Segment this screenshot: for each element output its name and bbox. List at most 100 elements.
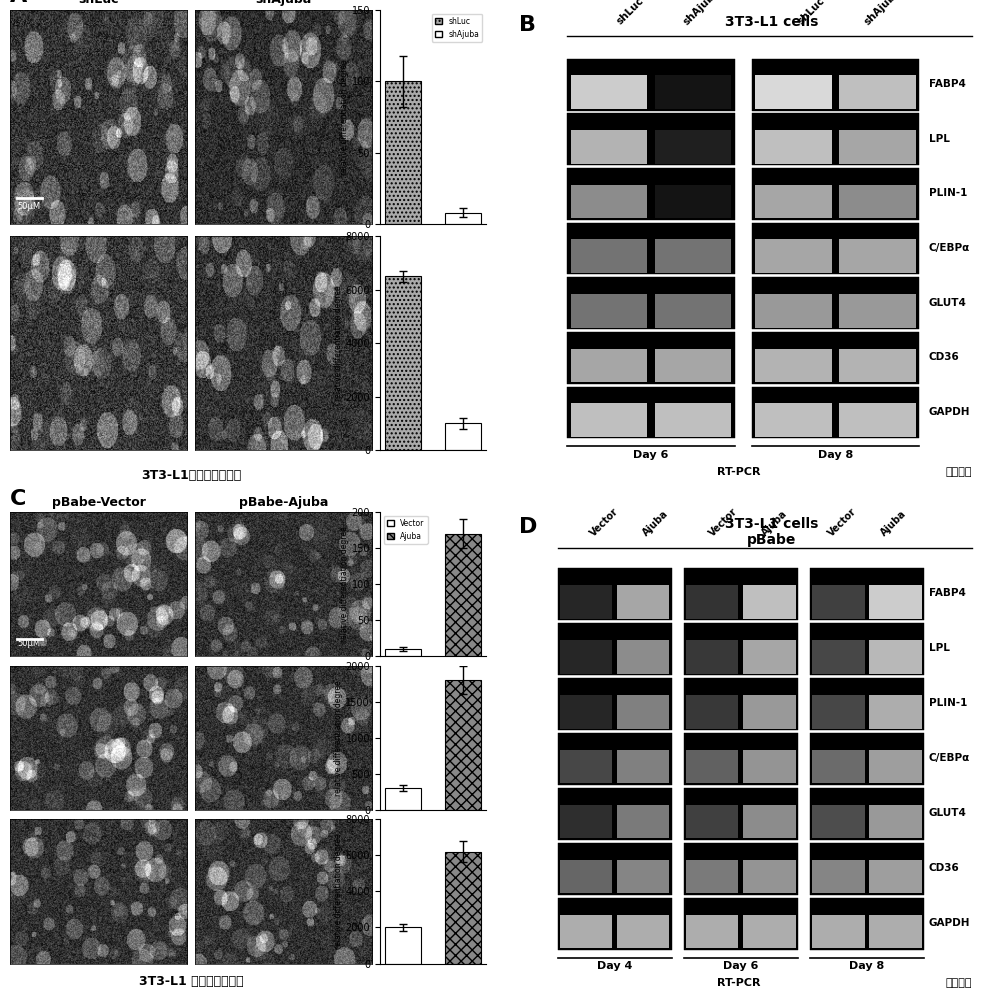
Legend: shLuc, shAjuba: shLuc, shAjuba	[431, 14, 482, 42]
Bar	[654, 349, 731, 382]
Text: Day 8: Day 8	[818, 450, 854, 460]
Text: 3T3-L1 cells: 3T3-L1 cells	[725, 15, 819, 29]
Text: FABP4: FABP4	[929, 588, 966, 598]
Bar	[618, 860, 669, 893]
Bar	[618, 750, 669, 783]
Bar	[686, 695, 738, 729]
Bar	[384, 927, 421, 964]
Bar	[558, 843, 671, 895]
Text: Vector: Vector	[707, 506, 740, 538]
Y-axis label: relative differentiation degree: relative differentiation degree	[340, 526, 349, 642]
Bar	[560, 750, 613, 783]
Bar	[752, 59, 919, 111]
Bar	[445, 852, 481, 964]
Bar	[870, 860, 921, 893]
Bar	[558, 623, 671, 675]
Text: Vector: Vector	[827, 506, 859, 538]
Bar	[560, 915, 613, 948]
Bar	[755, 403, 832, 437]
Bar	[445, 534, 481, 656]
Bar	[752, 168, 919, 220]
Text: 50μM: 50μM	[18, 639, 41, 648]
Bar	[618, 695, 669, 729]
Bar	[567, 59, 735, 111]
Bar	[755, 185, 832, 218]
Bar	[567, 113, 735, 165]
Text: 3T3-L1 细胞，油红染色: 3T3-L1 细胞，油红染色	[138, 975, 243, 988]
Text: Vector: Vector	[589, 506, 621, 538]
Bar	[654, 403, 731, 437]
Bar	[810, 788, 924, 840]
Bar	[618, 640, 669, 674]
Bar	[755, 130, 832, 164]
Text: CD36: CD36	[929, 863, 960, 873]
Text: 3T3-L1 cells
pBabe: 3T3-L1 cells pBabe	[725, 517, 819, 547]
Bar	[567, 387, 735, 438]
Text: GAPDH: GAPDH	[929, 918, 970, 928]
Bar	[558, 678, 671, 730]
Bar	[743, 640, 796, 674]
Bar	[683, 898, 798, 950]
Bar	[683, 788, 798, 840]
Text: LPL: LPL	[929, 643, 950, 653]
Bar	[743, 915, 796, 948]
Text: Day 6: Day 6	[633, 450, 668, 460]
Bar	[810, 898, 924, 950]
Bar	[384, 788, 421, 810]
Bar	[384, 81, 421, 224]
Bar	[870, 805, 921, 838]
Text: CD36: CD36	[929, 352, 960, 362]
Text: C/EBPα: C/EBPα	[929, 753, 970, 763]
Bar	[813, 640, 865, 674]
Text: C: C	[10, 489, 26, 509]
Bar	[618, 805, 669, 838]
Text: shLuc: shLuc	[79, 0, 119, 6]
Bar	[743, 805, 796, 838]
Y-axis label: relative differentiation degree: relative differentiation degree	[334, 285, 343, 401]
Text: D: D	[520, 517, 538, 537]
Bar	[813, 695, 865, 729]
Bar	[445, 680, 481, 810]
Bar	[810, 733, 924, 785]
Bar	[840, 349, 915, 382]
Bar	[752, 387, 919, 438]
Bar	[840, 185, 915, 218]
Bar	[686, 915, 738, 948]
Bar	[743, 695, 796, 729]
Bar	[686, 585, 738, 619]
Bar	[683, 733, 798, 785]
Bar	[810, 623, 924, 675]
Bar	[870, 695, 921, 729]
Bar	[870, 640, 921, 674]
Bar	[840, 75, 915, 109]
Text: Ajuba: Ajuba	[640, 509, 670, 538]
Bar	[560, 640, 613, 674]
Bar	[654, 75, 731, 109]
Bar	[571, 130, 647, 164]
Bar	[840, 239, 915, 273]
Bar	[743, 750, 796, 783]
Text: PLIN-1: PLIN-1	[929, 188, 967, 198]
Bar	[571, 403, 647, 437]
Bar	[743, 585, 796, 619]
Bar	[571, 185, 647, 218]
Bar	[840, 294, 915, 328]
Bar	[686, 750, 738, 783]
Bar	[683, 623, 798, 675]
Bar	[810, 678, 924, 730]
Text: B: B	[520, 15, 537, 35]
Bar	[567, 168, 735, 220]
Bar	[560, 695, 613, 729]
Bar	[683, 843, 798, 895]
Text: shAjuba: shAjuba	[255, 0, 312, 6]
Bar	[445, 423, 481, 450]
Text: Ajuba: Ajuba	[760, 509, 789, 538]
Bar	[752, 277, 919, 329]
Bar	[654, 294, 731, 328]
Text: RT-PCR: RT-PCR	[717, 978, 760, 988]
Bar	[810, 568, 924, 620]
Bar	[558, 568, 671, 620]
Bar	[558, 733, 671, 785]
Bar	[752, 332, 919, 384]
Bar	[571, 294, 647, 328]
